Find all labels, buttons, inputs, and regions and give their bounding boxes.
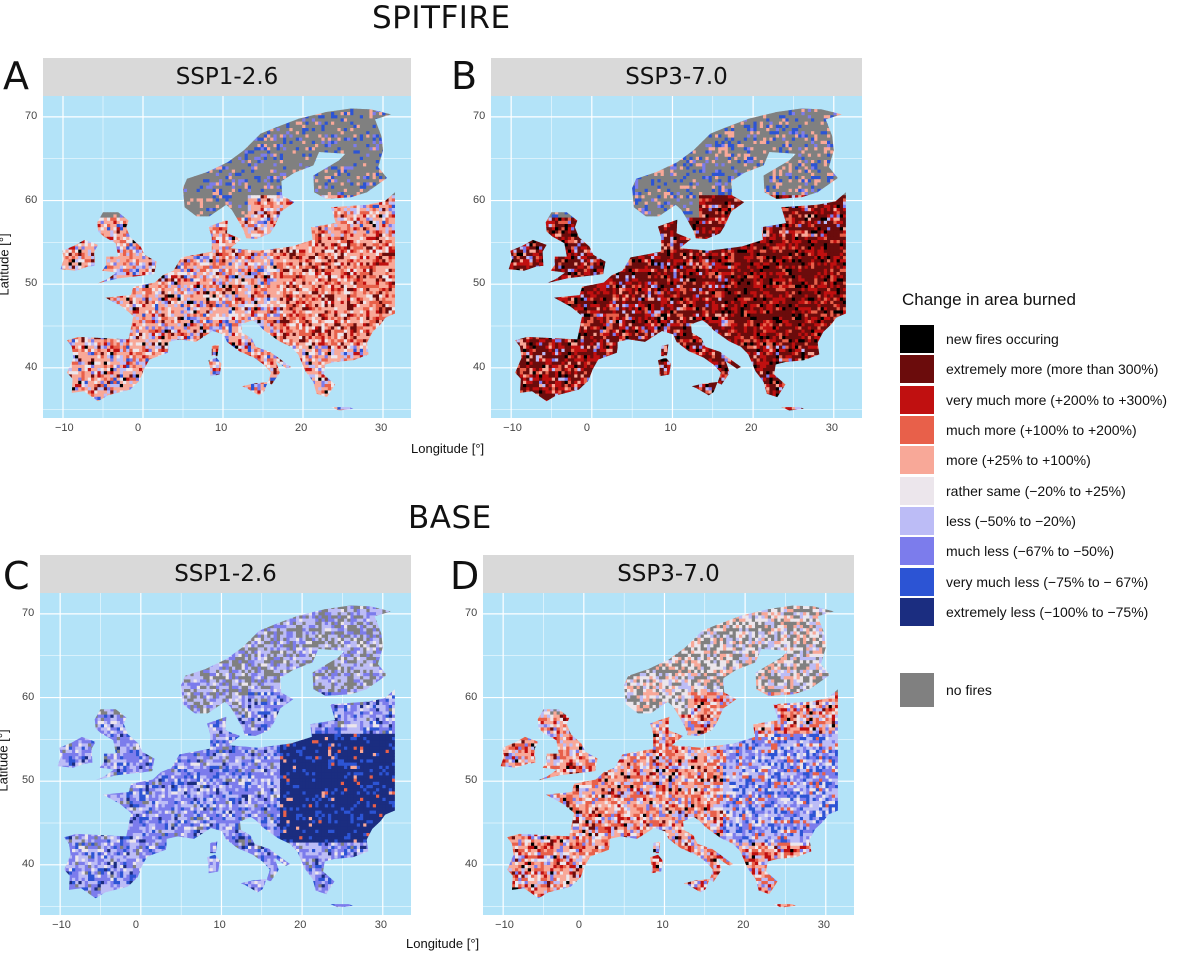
y-axis-title-top: Latitude [°] — [0, 233, 12, 295]
legend-swatch — [900, 416, 934, 445]
land-raster — [500, 605, 838, 908]
legend-swatch — [900, 355, 934, 384]
panel-b-strip: SSP3-7.0 — [491, 58, 862, 96]
x-tick-label: 20 — [294, 919, 306, 931]
x-tick-label: 30 — [826, 422, 838, 434]
legend-item: much less (−67% to −50%) — [900, 536, 1200, 566]
panel-c-strip: SSP1-2.6 — [40, 555, 411, 593]
panel-b-map — [491, 96, 862, 418]
x-tick-label: 0 — [576, 919, 582, 931]
x-tick-label: 30 — [375, 422, 387, 434]
land-raster — [508, 108, 846, 411]
legend-label: less (−50% to −20%) — [946, 513, 1076, 529]
legend-item: more (+25% to +100%) — [900, 445, 1200, 475]
panel-a-strip: SSP1-2.6 — [43, 58, 411, 96]
y-tick-label: 60 — [465, 691, 477, 703]
y-tick-label: 70 — [22, 607, 34, 619]
x-tick-label: −10 — [503, 422, 522, 434]
panel-letter-a: A — [3, 54, 29, 98]
legend-no-fires: no fires — [900, 673, 992, 707]
legend-label: rather same (−20% to +25%) — [946, 483, 1126, 499]
legend-item: new fires occuring — [900, 324, 1200, 354]
legend-item: very much less (−75% to − 67%) — [900, 566, 1200, 596]
y-tick-label: 50 — [25, 277, 37, 289]
y-tick-label: 50 — [22, 774, 34, 786]
y-tick-label: 50 — [473, 277, 485, 289]
legend-label: much more (+100% to +200%) — [946, 422, 1137, 438]
legend-label-no-fires: no fires — [946, 682, 992, 698]
y-tick-label: 40 — [25, 361, 37, 373]
y-tick-label: 70 — [465, 607, 477, 619]
legend-label: very much less (−75% to − 67%) — [946, 574, 1148, 590]
base-title: BASE — [408, 500, 492, 536]
legend-label: extremely more (more than 300%) — [946, 361, 1158, 377]
legend-label: much less (−67% to −50%) — [946, 543, 1114, 559]
y-tick-label: 50 — [465, 774, 477, 786]
map-svg — [40, 593, 411, 915]
legend-swatch-no-fires — [900, 673, 934, 707]
panel-letter-c: C — [3, 554, 30, 598]
legend-item: extremely less (−100% to −75%) — [900, 597, 1200, 627]
legend-swatch — [900, 597, 934, 626]
y-tick-label: 60 — [25, 194, 37, 206]
legend: Change in area burned new fires occuring… — [900, 290, 1200, 627]
x-axis-title-top: Longitude [°] — [411, 441, 484, 456]
y-tick-label: 60 — [22, 691, 34, 703]
y-axis-title-bottom: Latitude [°] — [0, 729, 11, 791]
map-svg — [43, 96, 411, 418]
legend-swatch — [900, 385, 934, 414]
x-tick-label: 20 — [737, 919, 749, 931]
panel-d-map — [483, 593, 854, 915]
x-tick-label: 0 — [133, 919, 139, 931]
spitfire-title: SPITFIRE — [372, 0, 511, 36]
legend-title: Change in area burned — [902, 290, 1200, 310]
panel-d-strip: SSP3-7.0 — [483, 555, 854, 593]
x-tick-label: 20 — [745, 422, 757, 434]
legend-label: extremely less (−100% to −75%) — [946, 604, 1148, 620]
panel-a-map — [43, 96, 411, 418]
legend-label: very much more (+200% to +300%) — [946, 392, 1167, 408]
x-tick-label: 10 — [213, 919, 225, 931]
x-axis-title-bottom: Longitude [°] — [406, 936, 479, 951]
legend-swatch — [900, 476, 934, 505]
y-tick-label: 40 — [473, 361, 485, 373]
legend-swatch — [900, 446, 934, 475]
legend-label: more (+25% to +100%) — [946, 452, 1091, 468]
land-raster — [57, 605, 395, 908]
y-tick-label: 40 — [22, 858, 34, 870]
legend-item: very much more (+200% to +300%) — [900, 385, 1200, 415]
x-tick-label: −10 — [55, 422, 74, 434]
map-svg — [491, 96, 862, 418]
legend-swatch — [900, 506, 934, 535]
panel-letter-d: D — [450, 554, 479, 598]
legend-item: extremely more (more than 300%) — [900, 354, 1200, 384]
legend-item: much more (+100% to +200%) — [900, 415, 1200, 445]
x-tick-label: 10 — [664, 422, 676, 434]
legend-swatch — [900, 325, 934, 354]
y-tick-label: 70 — [25, 110, 37, 122]
x-tick-label: 20 — [295, 422, 307, 434]
legend-item: rather same (−20% to +25%) — [900, 475, 1200, 505]
x-tick-label: 0 — [584, 422, 590, 434]
panel-letter-b: B — [451, 54, 477, 98]
legend-item: less (−50% to −20%) — [900, 506, 1200, 536]
x-tick-label: 0 — [135, 422, 141, 434]
x-tick-label: 10 — [215, 422, 227, 434]
legend-swatch — [900, 567, 934, 596]
legend-items: new fires occuring extremely more (more t… — [900, 324, 1200, 627]
y-tick-label: 40 — [465, 858, 477, 870]
panel-c-map — [40, 593, 411, 915]
map-svg — [483, 593, 854, 915]
y-tick-label: 60 — [473, 194, 485, 206]
x-tick-label: −10 — [495, 919, 514, 931]
x-tick-label: 30 — [375, 919, 387, 931]
legend-swatch — [900, 537, 934, 566]
x-tick-label: 30 — [818, 919, 830, 931]
land-raster — [60, 108, 396, 411]
x-tick-label: 10 — [656, 919, 668, 931]
y-tick-label: 70 — [473, 110, 485, 122]
x-tick-label: −10 — [52, 919, 71, 931]
legend-label: new fires occuring — [946, 331, 1059, 347]
